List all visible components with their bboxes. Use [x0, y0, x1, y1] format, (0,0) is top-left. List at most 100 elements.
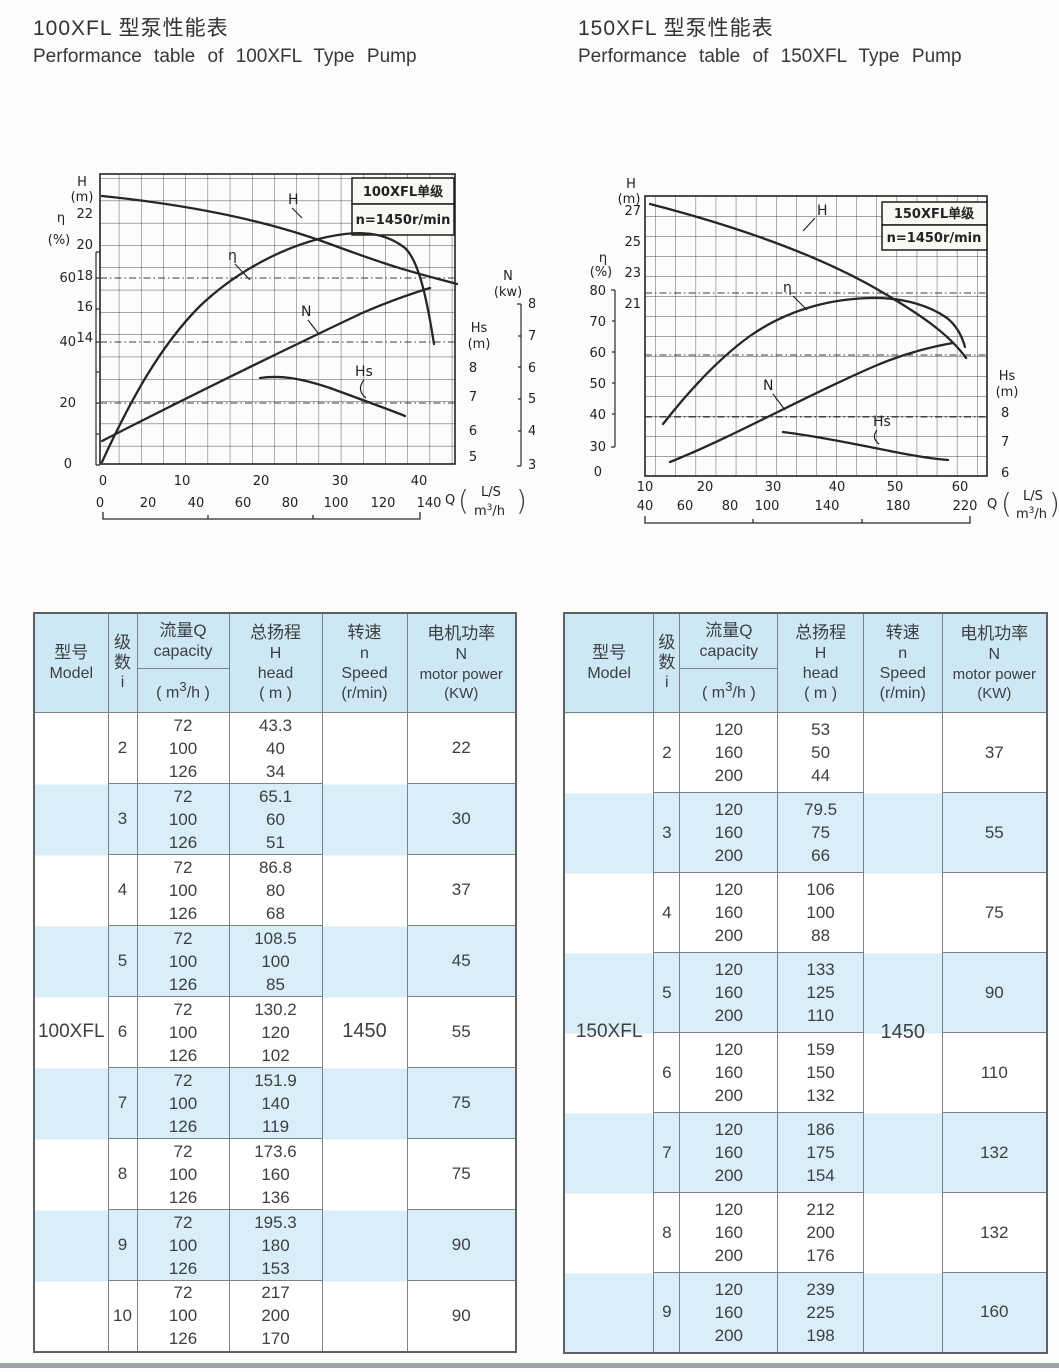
col-capacity: 流量Q capacity ( m3/h ): [679, 612, 779, 713]
motor-power-value: 55: [406, 996, 517, 1068]
n-curve: [668, 341, 955, 464]
right-title-en: Performance table of 150XFL Type Pump: [578, 46, 962, 67]
n-curve-label: N: [763, 378, 773, 394]
col-capacity: 流量Q capacity ( m3/h ): [136, 612, 230, 713]
motor-power-value: 37: [941, 712, 1048, 793]
n-tick: 3: [528, 458, 535, 473]
eta-axis-bracket: [95, 251, 100, 466]
n-curve-label: N: [301, 304, 311, 320]
x-ls-tick: 60: [952, 480, 969, 495]
model-zh: 型号: [592, 643, 627, 662]
m3h-scale-bracket: [644, 516, 971, 524]
model-en: Model: [49, 665, 94, 682]
stages-zh: 级数: [114, 633, 131, 672]
eta-tick: 30: [589, 440, 606, 455]
head-values: 195.3 180 153: [228, 1209, 323, 1281]
h-axis-unit: (m): [71, 190, 94, 205]
unit-slash: /h: [1034, 507, 1047, 522]
motor-power-value: 45: [406, 925, 517, 997]
stage-count: 4: [107, 854, 138, 926]
unit-m: m: [474, 504, 487, 519]
head-values: 159 150 132: [777, 1032, 864, 1113]
eta-axis-unit: (%): [48, 233, 71, 248]
stage-count: 6: [107, 996, 138, 1068]
head-values: 106 100 88: [777, 872, 864, 953]
dash-guides: [100, 277, 455, 404]
motor-power-value: 90: [406, 1280, 517, 1352]
table-row: 150XFL 2 120 160 200 53 50 44 1450 37: [563, 712, 1048, 1353]
table-row: 5 72 100 126 108.5 100 85 45: [34, 925, 517, 997]
plot-border: [644, 195, 988, 477]
curve-pointers: [234, 207, 367, 399]
capacity-unit-sup: 3: [725, 679, 733, 695]
x-m3h-tick: 40: [188, 496, 205, 511]
x-m3h-tick: 140: [417, 496, 442, 511]
n-tick: 4: [528, 424, 535, 439]
eta-zero-tick: 0: [594, 465, 602, 480]
capacity-values: 120 160 200: [679, 872, 779, 953]
h-axis-label: H: [626, 177, 636, 192]
eta-curve-label: η: [228, 248, 237, 264]
model-cell: 150XFL: [563, 712, 655, 1353]
x-ls-tick: 30: [765, 480, 782, 495]
h-axis-label: H: [77, 175, 87, 190]
eta-tick: 40: [59, 335, 76, 350]
dash-guides: [645, 292, 987, 418]
capacity-unit: ( m3/h ): [680, 677, 777, 703]
hs-curve-label: Hs: [355, 364, 373, 380]
hs-axis-unit: (m): [468, 337, 491, 352]
x-m3h-tick: 40: [637, 499, 654, 514]
paren-close: ): [1049, 487, 1059, 520]
eta-axis-label: η: [57, 211, 65, 226]
x-ls-tick: 20: [253, 474, 270, 489]
head-sym: H: [269, 645, 282, 662]
n-axis-bracket: [517, 303, 522, 467]
h-curve-label: H: [817, 203, 828, 219]
h-tick: 16: [76, 300, 93, 315]
h-tick: 22: [76, 207, 93, 222]
power-zh: 电机功率: [960, 624, 1029, 643]
eta-curve-label: η: [783, 280, 792, 296]
capacity-values: 120 160 200: [679, 712, 779, 793]
table-row: 10 72 100 126 217 200 170 90: [34, 1280, 517, 1352]
stage-count: 5: [107, 925, 138, 997]
h-tick: 23: [624, 266, 641, 281]
x-m3h-tick: 140: [815, 499, 840, 514]
hs-axis-label: Hs: [999, 369, 1016, 384]
q-label: Q: [987, 497, 997, 512]
speed-sym: n: [898, 645, 908, 662]
chart-model-label: 150XFL单级: [894, 206, 975, 222]
table-row: 4 120 160 200 106 100 88 75: [564, 872, 1048, 953]
capacity-values: 120 160 200: [679, 952, 779, 1033]
capacity-en: capacity: [699, 643, 759, 660]
stage-count: 8: [107, 1138, 138, 1210]
head-values: 53 50 44: [777, 712, 864, 793]
eta-tick: 70: [589, 315, 606, 330]
stage-count: 7: [653, 1112, 681, 1193]
chart-rpm-label: n=1450r/min: [356, 213, 451, 228]
capacity-values: 72 100 126: [136, 1067, 230, 1139]
table-row: 3 120 160 200 79.5 75 66 55: [564, 792, 1048, 873]
x-m3h-tick: 80: [722, 499, 739, 514]
eta-curve: [100, 232, 436, 464]
hs-curve: [781, 430, 950, 462]
stage-count: 9: [107, 1209, 138, 1281]
chart-rpm-label: n=1450r/min: [887, 231, 982, 246]
capacity-unit-post: /h ): [732, 684, 756, 702]
eta-axis-unit: (%): [590, 265, 613, 280]
stage-count: 5: [653, 952, 681, 1033]
speed-en: Speed: [341, 665, 388, 682]
left-title-en: Performance table of 100XFL Type Pump: [33, 46, 417, 67]
hs-tick: 8: [469, 361, 477, 376]
h-tick: 18: [76, 269, 93, 284]
capacity-values: 72 100 126: [136, 712, 230, 784]
power-sym: N: [988, 646, 1001, 663]
power-unit: (KW): [444, 685, 479, 702]
stage-count: 2: [653, 712, 681, 793]
capacity-values: 120 160 200: [679, 1032, 779, 1113]
chart-model-label: 100XFL单级: [363, 184, 444, 200]
paren-close: ): [516, 484, 527, 517]
